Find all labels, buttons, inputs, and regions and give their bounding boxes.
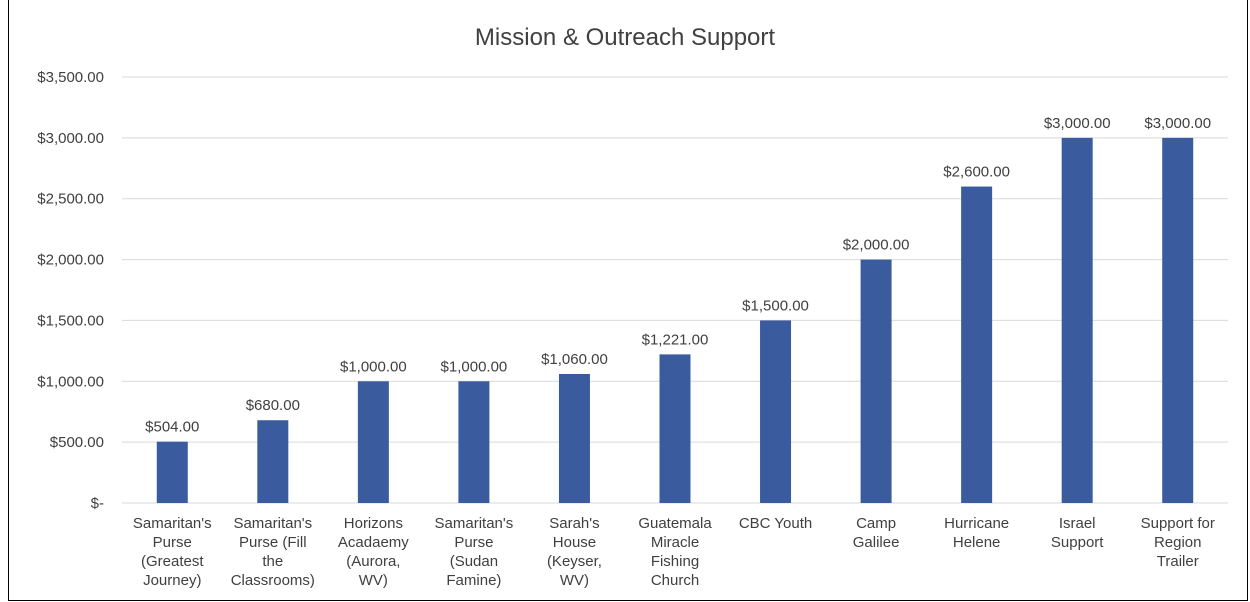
y-tick-label: $500.00 [50,434,104,451]
y-tick-label: $3,500.00 [37,69,104,86]
x-tick-label: Guatemala Miracle Fishing Church [638,515,712,589]
x-tick-label: Sarah's House (Keyser, WV) [547,515,602,589]
y-tick-label: $2,000.00 [37,252,104,269]
x-tick-label: Samaritan's Purse (Sudan Famine) [435,515,514,589]
data-label: $1,500.00 [742,297,809,314]
y-tick-label: $1,500.00 [37,312,104,329]
bar [156,441,188,503]
data-label: $2,000.00 [843,237,910,254]
data-label: $1,000.00 [340,358,407,375]
data-label: $3,000.00 [1144,115,1211,132]
bars [156,137,1194,504]
x-tick-label: Support for Region Trailer [1141,515,1215,570]
y-tick-label: $3,000.00 [37,130,104,147]
bar [357,381,389,503]
data-labels: $504.00 $680.00 $1,000.00 $1,000.00 $1,060.0… [145,115,1211,436]
x-tick-label: Camp Galilee [853,515,900,551]
bar [659,354,691,503]
x-tick-label: Horizons Acadaemy (Aurora, WV) [338,515,409,589]
y-tick-label: $- [91,495,104,512]
bar [1162,137,1194,503]
bar [458,381,490,503]
data-label: $680.00 [246,397,300,414]
data-label: $3,000.00 [1044,115,1111,132]
bar [860,259,892,503]
bar [558,373,590,503]
data-label: $1,000.00 [441,358,508,375]
bar [257,420,289,503]
bar [961,186,993,504]
x-tick-label: Hurricane Helene [944,515,1009,551]
x-tick-label: Samaritan's Purse (Greatest Journey) [133,515,212,589]
y-tick-label: $2,500.00 [37,191,104,208]
y-axis: $- $500.00 $1,000.00 $1,500.00 $2,000.00 $2,5… [37,69,104,512]
data-label: $504.00 [145,419,199,436]
x-tick-label: Israel Support [1051,515,1104,551]
chart-frame [8,0,1248,601]
data-label: $2,600.00 [943,164,1010,181]
y-tick-label: $1,000.00 [37,373,104,390]
bar [760,320,792,503]
x-tick-label: CBC Youth [739,515,812,532]
chart-title: Mission & Outreach Support [474,24,776,51]
data-label: $1,221.00 [642,331,709,348]
bar [1061,137,1093,503]
data-label: $1,060.00 [541,351,608,368]
x-tick-label: Samaritan's Purse (Fill the Classrooms) [231,515,315,589]
x-axis: Samaritan's Purse (Greatest Journey) Samarit… [133,515,1215,589]
